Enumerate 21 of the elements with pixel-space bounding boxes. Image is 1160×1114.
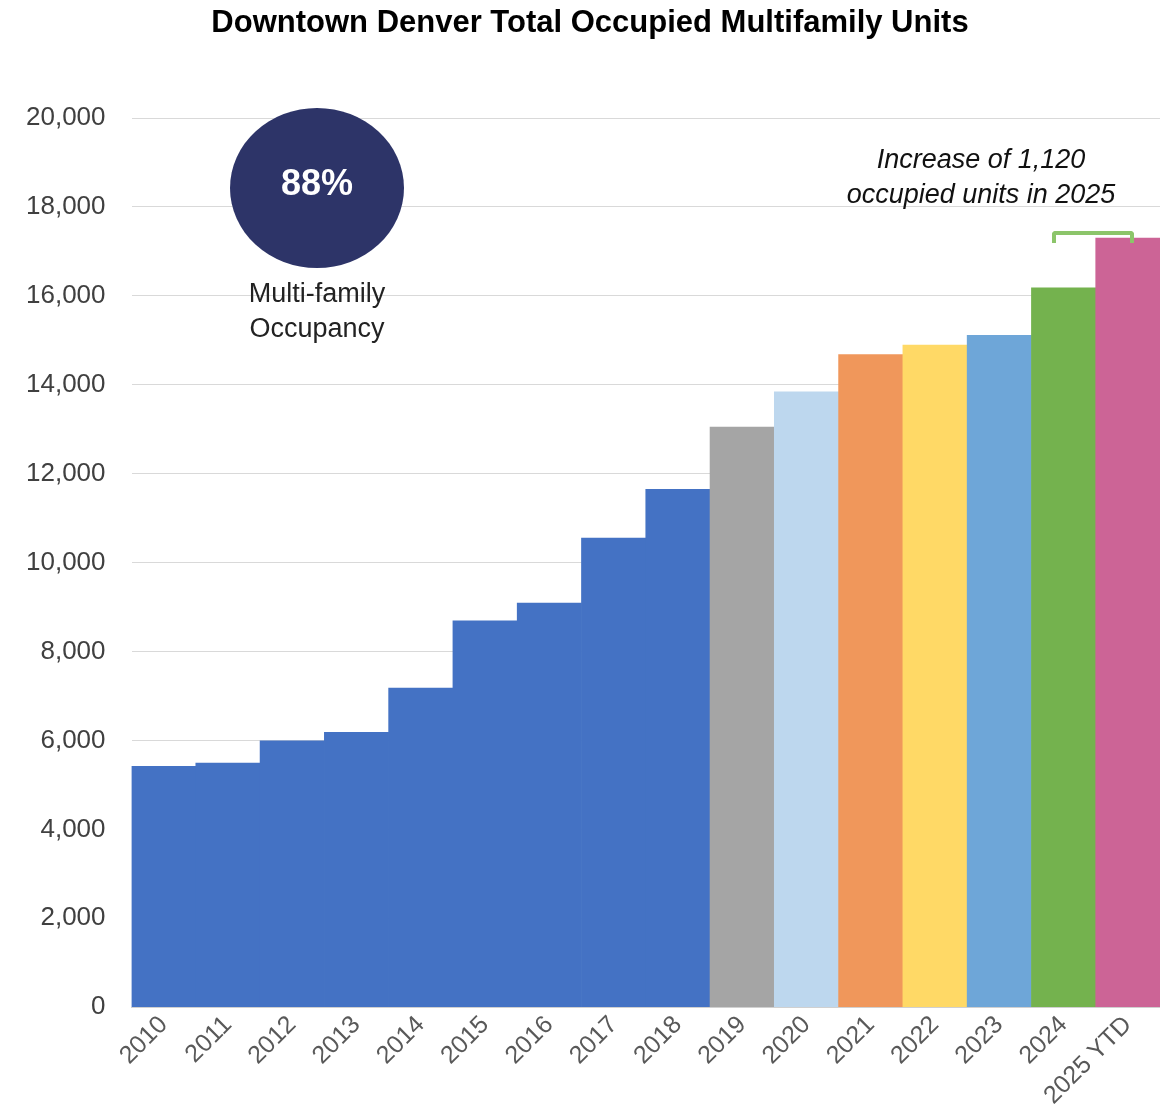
annotation: 88% — [279, 161, 355, 205]
annotation: Increase of 1,120 occupied units in 2025 — [845, 143, 1117, 212]
y-tick-label: 14,000 — [25, 367, 106, 398]
y-tick-label: 6,000 — [40, 723, 106, 754]
y-tick-label: 18,000 — [25, 190, 106, 221]
y-tick-label: 2,000 — [40, 901, 106, 932]
bar — [838, 354, 904, 1008]
bar — [773, 391, 839, 1008]
y-tick-label: 0 — [91, 990, 106, 1021]
y-tick-label: 12,000 — [25, 456, 106, 487]
chart-title: Downtown Denver Total Occupied Multifamily Units — [210, 4, 970, 40]
bar — [902, 344, 968, 1008]
y-tick-label: 20,000 — [25, 101, 106, 132]
y-tick-label: 10,000 — [25, 545, 106, 576]
bar — [1031, 287, 1097, 1008]
y-tick-label: 4,000 — [40, 812, 106, 843]
bar — [709, 426, 775, 1008]
annotation: Multi-family Occupancy — [247, 277, 387, 346]
y-tick-label: 16,000 — [25, 279, 106, 310]
y-tick-label: 8,000 — [40, 634, 106, 665]
bar — [966, 335, 1032, 1008]
